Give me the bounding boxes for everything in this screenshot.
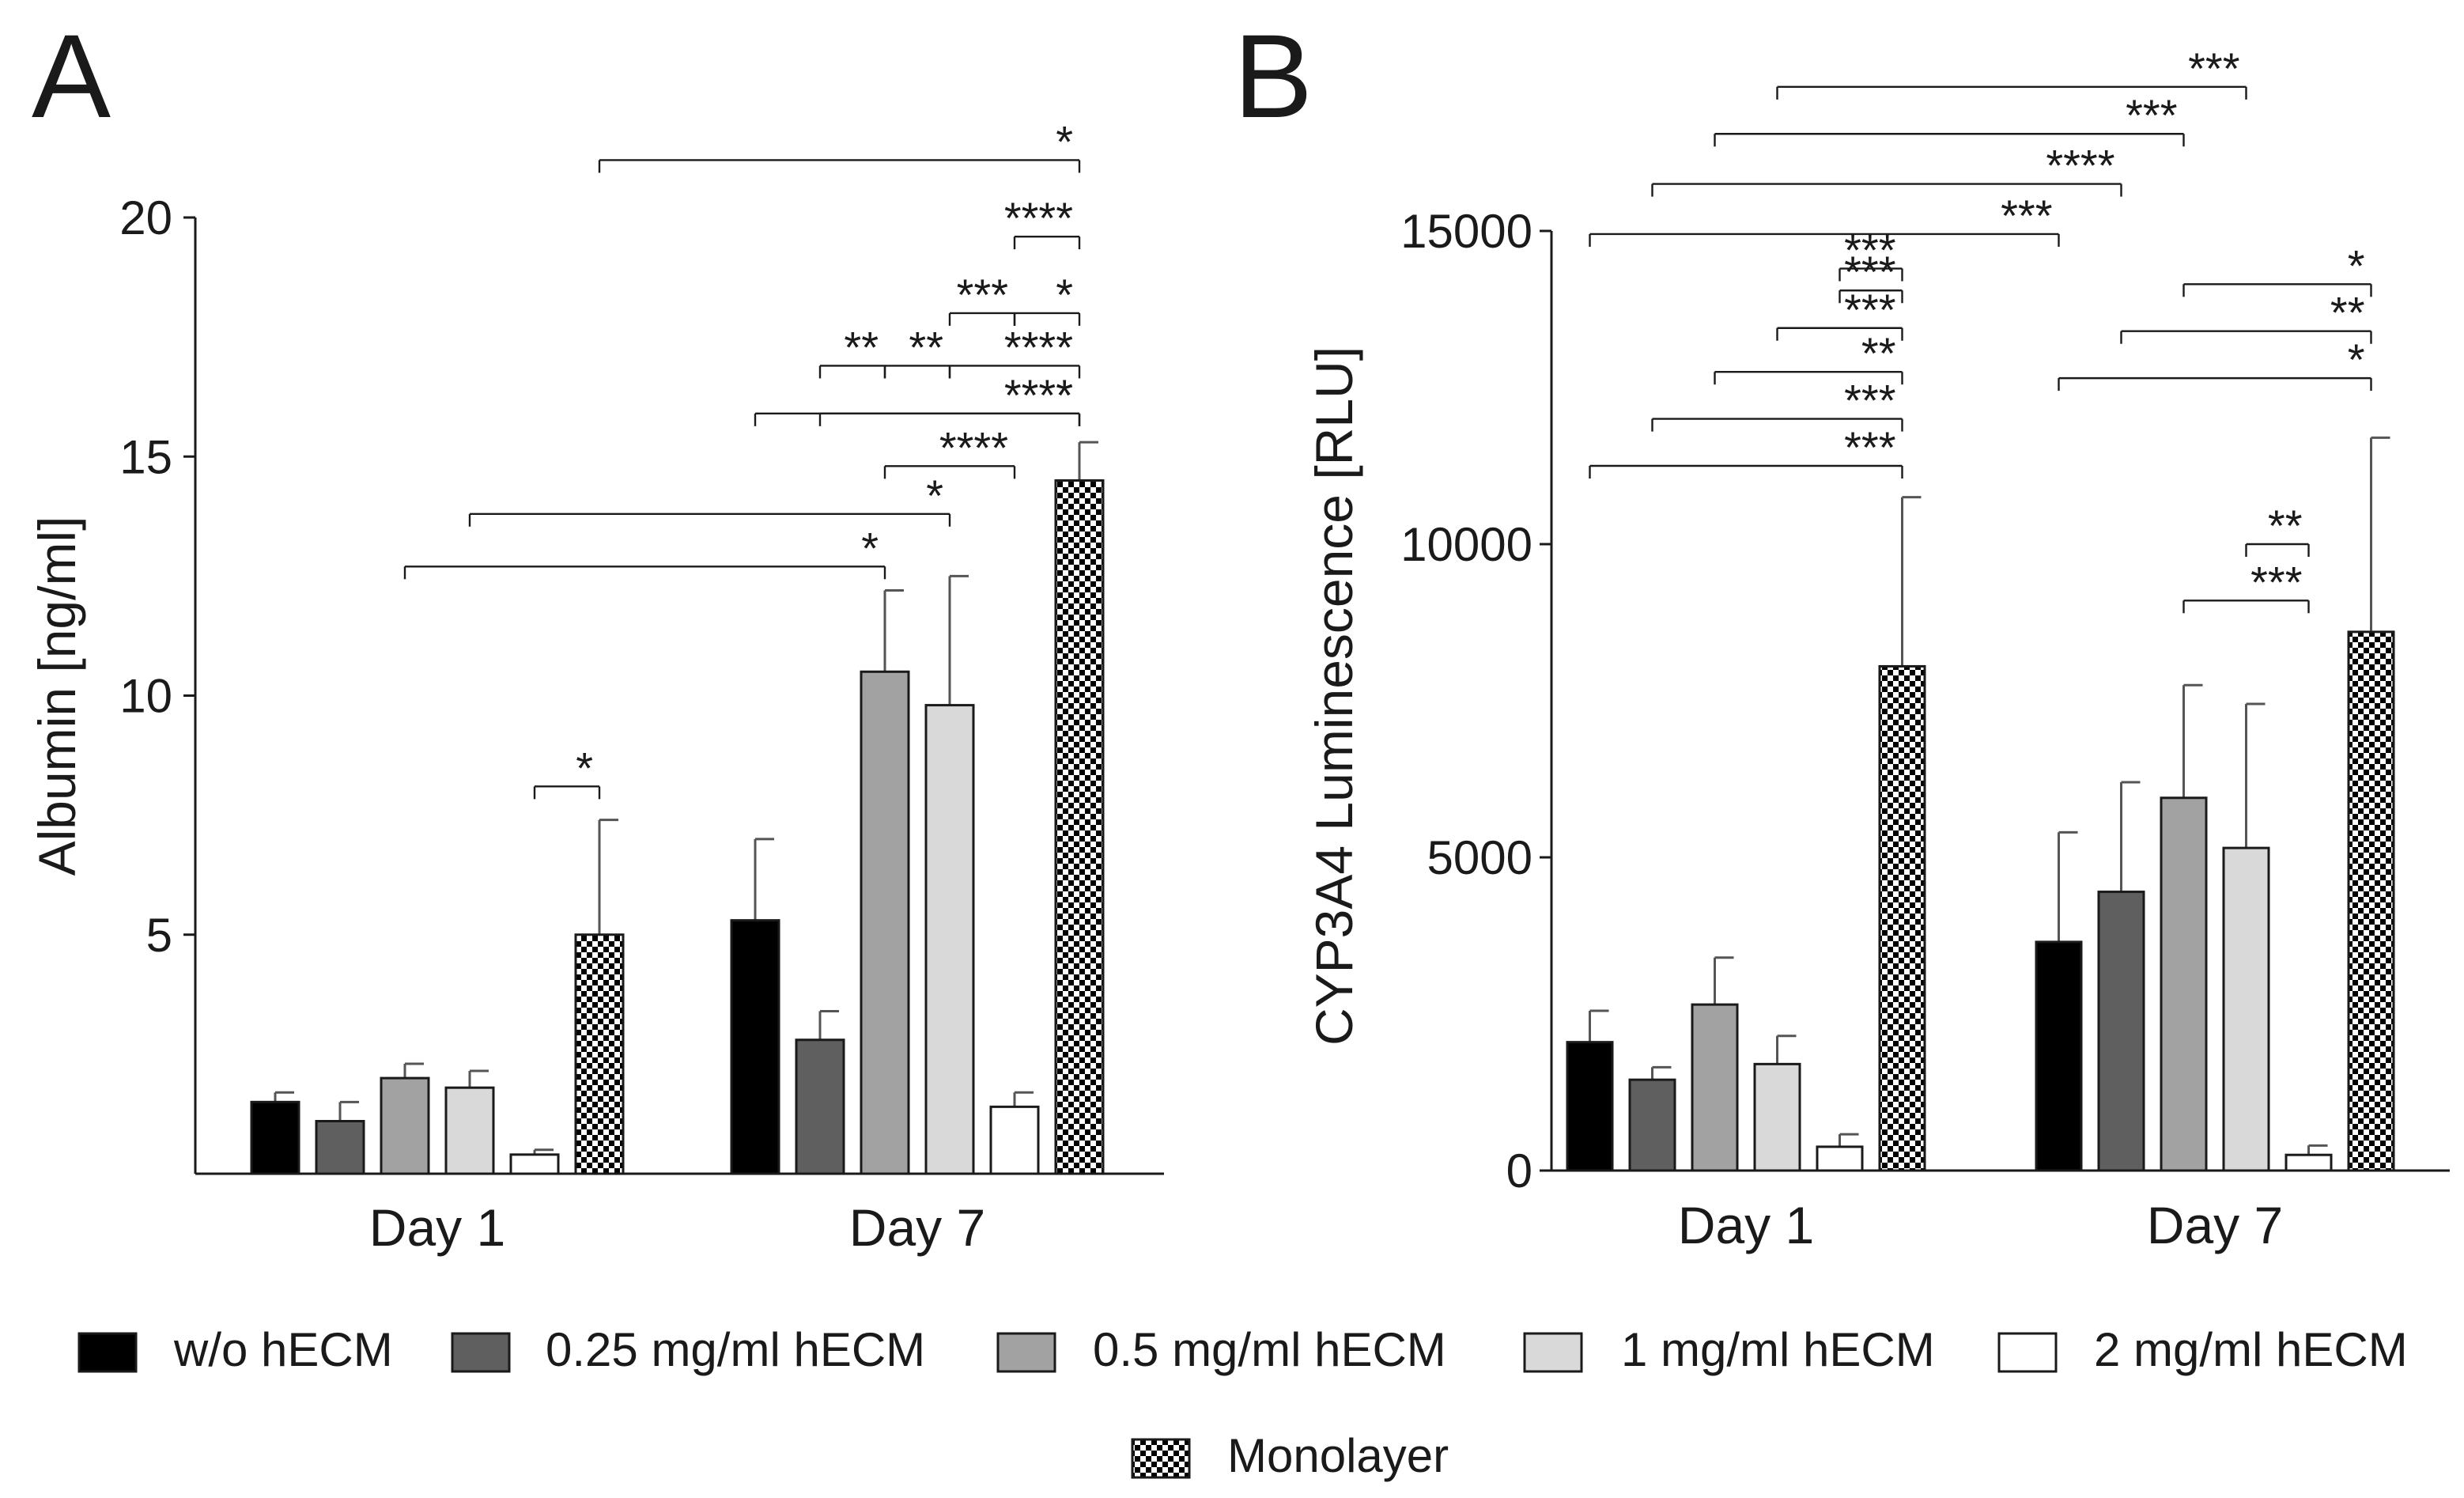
significance-label: **: [909, 322, 943, 372]
category-label: Day 7: [2147, 1196, 2283, 1254]
significance-label: ***: [1844, 285, 1895, 335]
significance-label: **: [2330, 288, 2365, 338]
y-tick-label: 15: [119, 430, 172, 483]
panel-b-categories: Day 1 Day 7: [1678, 1196, 2283, 1254]
category-label: Day 1: [1678, 1196, 1814, 1254]
legend-label-wo-hecm: w/o hECM: [173, 1323, 393, 1376]
panel-b-bars: [1566, 436, 2395, 1172]
bar-1-mg-ml-hecm-day-7: [2222, 846, 2270, 1172]
legend-label-0-25: 0.25 mg/ml hECM: [546, 1323, 925, 1376]
y-tick-label: 5000: [1427, 831, 1532, 884]
bar-monolayer-day-1: [574, 933, 625, 1175]
panel-a-y-label: Albumin [ng/ml]: [28, 516, 86, 876]
legend-swatch-1: [1523, 1332, 1583, 1373]
significance-label: *: [861, 523, 879, 573]
significance-label: ***: [957, 270, 1008, 320]
bar-w-o-hecm-day-7: [2035, 940, 2083, 1172]
legend-swatch-wo-hecm: [77, 1332, 138, 1373]
bar-2-mg-ml-hecm-day-7: [989, 1105, 1040, 1175]
panel-b-letter: B: [1234, 9, 1313, 142]
significance-label: *: [926, 471, 943, 520]
y-tick-label: 10000: [1400, 518, 1532, 571]
significance-label: **: [1861, 328, 1896, 378]
bar-1-mg-ml-hecm-day-1: [1753, 1062, 1801, 1172]
significance-label: *: [1056, 270, 1073, 320]
y-tick-label: 15000: [1400, 205, 1532, 258]
legend-label-1: 1 mg/ml hECM: [1621, 1323, 1935, 1376]
significance-label: ***: [2126, 90, 2177, 140]
significance-label: ***: [2188, 44, 2239, 93]
significance-label: ***: [1844, 422, 1895, 472]
bar-2-mg-ml-hecm-day-1: [1816, 1145, 1864, 1172]
legend-swatch-2: [1997, 1332, 2058, 1373]
category-label: Day 7: [849, 1198, 985, 1257]
bar-w-o-hecm-day-1: [250, 1100, 300, 1175]
y-tick-label: 5: [146, 909, 172, 962]
bar-w-o-hecm-day-7: [730, 919, 780, 1175]
panel-b-y-label: CYP3A4 Luminescence [RLU]: [1305, 346, 1363, 1046]
significance-label: *: [576, 743, 593, 793]
bar-0-25-mg-ml-hecm-day-7: [795, 1038, 845, 1175]
significance-label: ****: [1004, 193, 1073, 243]
significance-label: **: [2268, 501, 2303, 550]
panel-a-bars: [250, 441, 1105, 1175]
legend-label-0-5: 0.5 mg/ml hECM: [1093, 1323, 1446, 1376]
significance-label: ****: [1004, 322, 1073, 372]
bar-0-25-mg-ml-hecm-day-1: [315, 1120, 365, 1175]
category-label: Day 1: [369, 1198, 505, 1257]
bar-monolayer-day-7: [2347, 630, 2395, 1172]
y-tick-label: 0: [1506, 1144, 1532, 1197]
significance-label: ****: [1004, 370, 1073, 420]
panel-a-letter: A: [32, 9, 111, 142]
significance-label: ***: [1844, 247, 1895, 297]
significance-label: ***: [1844, 376, 1895, 426]
significance-label: *: [1056, 370, 1073, 420]
significance-label: ****: [2046, 141, 2114, 191]
bar-0-5-mg-ml-hecm-day-1: [1691, 1003, 1739, 1172]
significance-label: **: [844, 322, 879, 372]
bar-w-o-hecm-day-1: [1566, 1041, 1614, 1172]
bar-0-5-mg-ml-hecm-day-1: [380, 1076, 430, 1175]
legend-swatch-monolayer: [1131, 1438, 1191, 1479]
significance-label: ***: [1844, 225, 1895, 275]
legend-label-monolayer: Monolayer: [1227, 1429, 1449, 1482]
bar-monolayer-day-1: [1878, 664, 1926, 1172]
panel-a-categories: Day 1 Day 7: [369, 1198, 985, 1257]
bar-0-25-mg-ml-hecm-day-1: [1628, 1078, 1676, 1172]
bar-1-mg-ml-hecm-day-7: [924, 704, 975, 1175]
significance-label: ***: [2250, 557, 2302, 607]
significance-label: ****: [939, 422, 1008, 472]
legend-swatch-0-5: [996, 1332, 1056, 1373]
legend-swatch-0-25: [451, 1332, 511, 1373]
significance-label: *: [2348, 335, 2365, 384]
significance-label: *: [1056, 116, 1073, 166]
y-tick-label: 20: [119, 191, 172, 244]
legend: w/o hECM 0.25 mg/ml hECM 0.5 mg/ml hECM …: [77, 1323, 2408, 1482]
bar-2-mg-ml-hecm-day-7: [2284, 1153, 2333, 1172]
significance-label: *: [2348, 240, 2365, 290]
bar-0-5-mg-ml-hecm-day-7: [2160, 796, 2208, 1172]
panel-b-significance: ***************************************: [1589, 44, 2372, 614]
bar-0-5-mg-ml-hecm-day-7: [860, 670, 910, 1175]
panel-a-significance: ************** ** ******* ******: [403, 116, 1081, 800]
panel-b-chart: B CYP3A4 Luminescence [RLU] 0 5000 10000 15…: [1234, 9, 2450, 1254]
legend-label-2: 2 mg/ml hECM: [2094, 1323, 2408, 1376]
bar-monolayer-day-7: [1054, 479, 1105, 1175]
bar-0-25-mg-ml-hecm-day-7: [2097, 891, 2145, 1172]
significance-label: ***: [2001, 191, 2052, 240]
panel-b-ticks: 0 5000 10000 15000: [1400, 205, 1551, 1197]
bar-1-mg-ml-hecm-day-1: [444, 1086, 495, 1175]
bar-2-mg-ml-hecm-day-1: [509, 1153, 560, 1175]
panel-a-ticks: 5 10 15 20: [119, 191, 195, 962]
y-tick-label: 10: [119, 670, 172, 723]
